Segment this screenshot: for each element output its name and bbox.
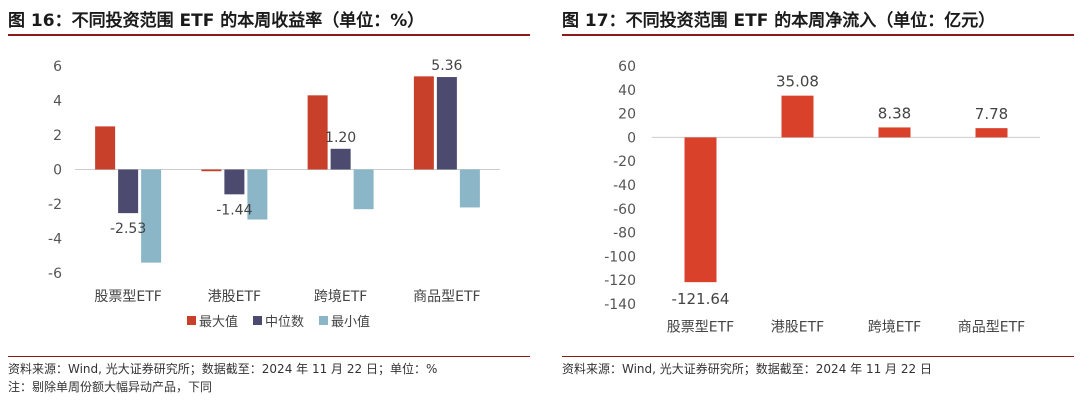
data-label: 5.36 <box>431 58 462 74</box>
right-chart-title: 图 17：不同投资范围 ETF 的本周净流入（单位：亿元） <box>562 11 996 31</box>
data-label: -121.64 <box>672 290 730 308</box>
x-tick-label: 港股ETF <box>208 289 261 305</box>
legend-swatch <box>319 316 328 325</box>
bar-中位数 <box>330 148 351 170</box>
y-tick-label: -4 <box>48 232 62 248</box>
left-chart: -6 -4 -2 0 2 4 6 股票型ETF 港股ETF 跨境ETF 商品型ETF -2.53 -1.… <box>48 58 500 330</box>
bar <box>975 128 1008 138</box>
bar-最小值 <box>459 169 480 208</box>
left-footer-rule <box>8 356 530 357</box>
y-tick-label: -6 <box>48 266 62 282</box>
x-tick-label: 跨境ETF <box>314 289 367 305</box>
y-tick-label: 20 <box>618 107 636 123</box>
x-tick-label: 股票型ETF <box>94 289 161 305</box>
y-tick-label: -100 <box>604 249 636 265</box>
y-tick-label: -2 <box>48 197 62 213</box>
bar-最大值 <box>201 169 222 172</box>
bar-中位数 <box>436 77 457 170</box>
left-source-text: 资料来源：Wind, 光大证券研究所；数据截至：2024 年 11 月 22 日… <box>8 362 438 376</box>
bar-中位数 <box>118 169 139 214</box>
bar-最小值 <box>353 169 374 210</box>
data-label: 1.20 <box>325 130 356 146</box>
x-tick-label: 跨境ETF <box>868 319 921 335</box>
bar <box>878 127 911 138</box>
bar <box>684 137 717 283</box>
right-source-text: 资料来源：Wind, 光大证券研究所；数据截至：2024 年 11 月 22 日 <box>562 362 932 376</box>
data-label: -1.44 <box>216 202 252 218</box>
right-title-rule <box>562 34 1074 36</box>
bar-最小值 <box>247 169 268 220</box>
y-tick-label: 2 <box>53 128 62 144</box>
y-tick-label: 0 <box>627 130 636 146</box>
legend-label: 中位数 <box>265 315 304 330</box>
legend-swatch <box>187 316 196 325</box>
data-label: 35.08 <box>776 73 819 91</box>
y-tick-label: -80 <box>613 226 636 242</box>
y-tick-label: -20 <box>613 154 636 170</box>
bar-最小值 <box>141 169 162 263</box>
data-label: -2.53 <box>110 221 146 237</box>
x-tick-label: 股票型ETF <box>667 319 734 335</box>
legend-label: 最大值 <box>199 314 238 330</box>
x-tick-label: 港股ETF <box>771 319 824 335</box>
y-tick-label: 4 <box>53 94 62 110</box>
right-footer-rule <box>562 356 1074 357</box>
bar <box>781 95 814 138</box>
data-label: 8.38 <box>878 104 911 122</box>
bar-最大值 <box>307 95 328 170</box>
left-note-text: 注：剔除单周份额大幅异动产品，下同 <box>8 380 213 394</box>
left-title-rule <box>8 34 530 36</box>
legend-swatch <box>253 316 262 325</box>
x-tick-label: 商品型ETF <box>958 319 1025 335</box>
bar-最大值 <box>413 76 434 170</box>
y-tick-label: 6 <box>53 59 62 75</box>
y-tick-label: 0 <box>53 163 62 179</box>
data-label: 7.78 <box>975 105 1008 123</box>
right-chart: -140 -120 -100 -80 -60 -40 -20 0 20 40 60 -121.64 股票… <box>604 59 1040 335</box>
y-tick-label: -40 <box>613 178 636 194</box>
y-tick-label: -120 <box>604 273 636 289</box>
x-tick-label: 商品型ETF <box>413 289 480 305</box>
bar-中位数 <box>224 169 245 195</box>
y-tick-label: 60 <box>618 59 636 75</box>
y-tick-label: 40 <box>618 83 636 99</box>
legend-label: 最小值 <box>331 314 370 330</box>
left-chart-title: 图 16：不同投资范围 ETF 的本周收益率（单位：%） <box>8 11 425 31</box>
y-tick-label: -140 <box>604 297 636 313</box>
bar-最大值 <box>95 126 116 170</box>
y-tick-label: -60 <box>613 202 636 218</box>
